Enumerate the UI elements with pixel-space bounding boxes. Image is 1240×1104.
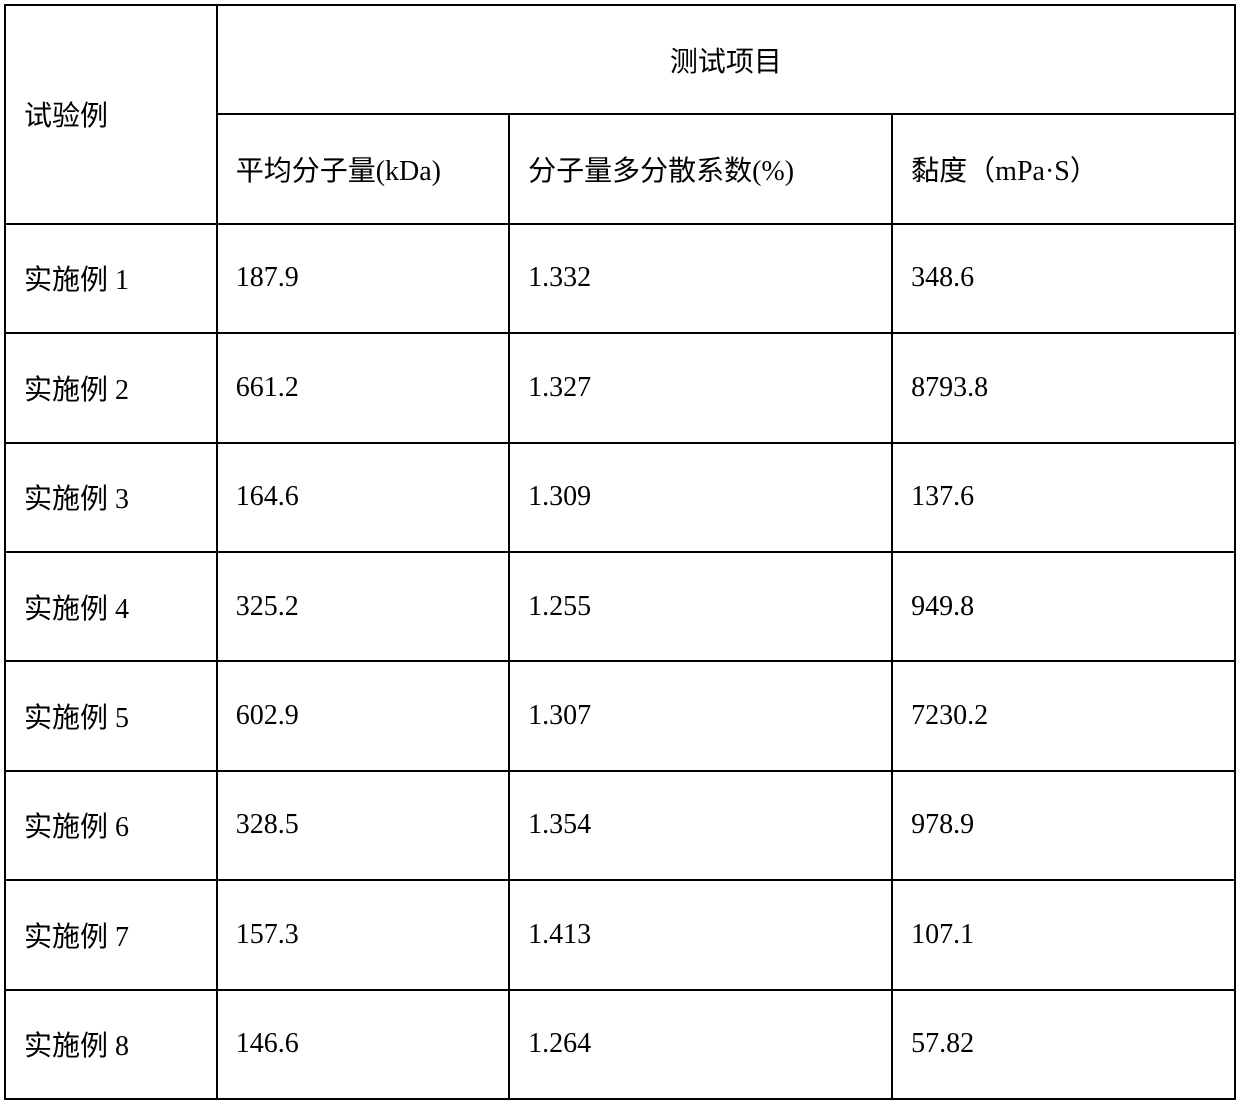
table-row: 实施例 8 146.6 1.264 57.82 — [5, 990, 1235, 1099]
cell: 348.6 — [892, 224, 1235, 333]
cell: 978.9 — [892, 771, 1235, 880]
cell: 1.264 — [509, 990, 892, 1099]
cell: 137.6 — [892, 443, 1235, 552]
cell: 107.1 — [892, 880, 1235, 989]
row-label: 实施例 8 — [5, 990, 217, 1099]
cell: 1.327 — [509, 333, 892, 442]
cell: 949.8 — [892, 552, 1235, 661]
cell: 1.413 — [509, 880, 892, 989]
row-label: 实施例 3 — [5, 443, 217, 552]
cell: 7230.2 — [892, 661, 1235, 770]
table-row: 实施例 2 661.2 1.327 8793.8 — [5, 333, 1235, 442]
cell: 57.82 — [892, 990, 1235, 1099]
table-row: 实施例 3 164.6 1.309 137.6 — [5, 443, 1235, 552]
column-group-label: 测试项目 — [217, 5, 1235, 114]
cell: 8793.8 — [892, 333, 1235, 442]
table-row: 实施例 1 187.9 1.332 348.6 — [5, 224, 1235, 333]
data-table: 试验例 测试项目 平均分子量(kDa) 分子量多分散系数(%) 黏度（mPa·S… — [4, 4, 1236, 1100]
cell: 157.3 — [217, 880, 509, 989]
row-label: 实施例 1 — [5, 224, 217, 333]
cell: 146.6 — [217, 990, 509, 1099]
cell: 325.2 — [217, 552, 509, 661]
table-row: 实施例 5 602.9 1.307 7230.2 — [5, 661, 1235, 770]
row-header-label: 试验例 — [5, 5, 217, 224]
header-row-1: 试验例 测试项目 — [5, 5, 1235, 114]
cell: 164.6 — [217, 443, 509, 552]
cell: 1.255 — [509, 552, 892, 661]
table-row: 实施例 6 328.5 1.354 978.9 — [5, 771, 1235, 880]
row-label: 实施例 6 — [5, 771, 217, 880]
row-label: 实施例 2 — [5, 333, 217, 442]
cell: 661.2 — [217, 333, 509, 442]
row-label: 实施例 4 — [5, 552, 217, 661]
cell: 1.309 — [509, 443, 892, 552]
column-header: 平均分子量(kDa) — [217, 114, 509, 223]
cell: 328.5 — [217, 771, 509, 880]
column-header: 分子量多分散系数(%) — [509, 114, 892, 223]
cell: 1.354 — [509, 771, 892, 880]
row-label: 实施例 7 — [5, 880, 217, 989]
row-label: 实施例 5 — [5, 661, 217, 770]
column-header: 黏度（mPa·S） — [892, 114, 1235, 223]
cell: 1.307 — [509, 661, 892, 770]
cell: 1.332 — [509, 224, 892, 333]
table-row: 实施例 7 157.3 1.413 107.1 — [5, 880, 1235, 989]
cell: 187.9 — [217, 224, 509, 333]
cell: 602.9 — [217, 661, 509, 770]
table-row: 实施例 4 325.2 1.255 949.8 — [5, 552, 1235, 661]
